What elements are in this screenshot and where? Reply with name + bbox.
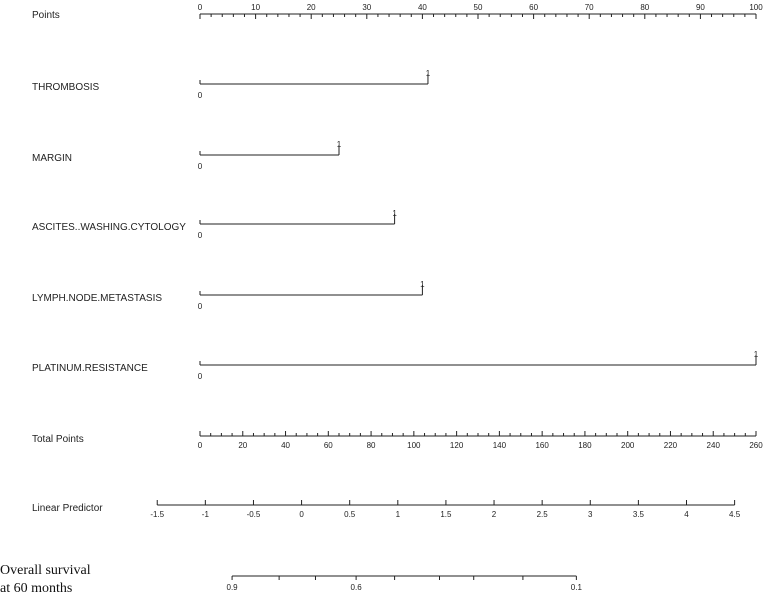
margin-level-label: 1 [337,140,342,149]
points-tick-label: 50 [474,3,483,12]
total-tick-label: 40 [281,441,290,450]
points-tick-label: 80 [640,3,649,12]
points-tick-label: 30 [362,3,371,12]
points-tick-label: 10 [251,3,260,12]
lp-tick-label: 1.5 [440,510,452,519]
lp-tick-label: 0.5 [344,510,356,519]
survival-label-line-0: Overall survival [0,563,91,578]
total-tick-label: 200 [621,441,635,450]
lp-tick-label: -1.5 [150,510,164,519]
thrombosis-level-label: 0 [198,91,203,100]
ascites-label: ASCITES..WASHING.CYTOLOGY [32,222,186,233]
lp-tick-label: -0.5 [247,510,261,519]
ascites-level-label: 0 [198,231,203,240]
lp-tick-label: 0 [299,510,304,519]
total-tick-label: 260 [749,441,763,450]
total-tick-label: 240 [707,441,721,450]
lp-tick-label: 3 [588,510,593,519]
points-tick-label: 100 [749,3,763,12]
total-tick-label: 0 [198,441,203,450]
thrombosis-label: THROMBOSIS [32,82,100,93]
platinum-label: PLATINUM.RESISTANCE [32,363,148,374]
platinum-level-label: 0 [198,372,203,381]
survival-tick-label: 0.9 [227,583,239,592]
margin-level-label: 0 [198,162,203,171]
total-tick-label: 20 [238,441,247,450]
lp-label: Linear Predictor [32,503,103,514]
total-tick-label: 80 [367,441,376,450]
lp-tick-label: 1 [396,510,401,519]
survival-tick-label: 0.6 [351,583,363,592]
ascites-level-label: 1 [392,209,397,218]
points-label: Points [32,10,60,21]
lymph-level-label: 0 [198,302,203,311]
total-tick-label: 220 [664,441,678,450]
lp-tick-label: 4 [684,510,689,519]
points-tick-label: 70 [585,3,594,12]
lymph-label: LYMPH.NODE.METASTASIS [32,293,162,304]
total-tick-label: 180 [578,441,592,450]
survival-tick-label: 0.1 [571,583,583,592]
total-tick-label: 100 [407,441,421,450]
platinum-level-label: 1 [754,350,759,359]
total-tick-label: 120 [450,441,464,450]
thrombosis-level-label: 1 [426,69,431,78]
total-tick-label: 160 [535,441,549,450]
survival-label-line-1: at 60 months [0,581,72,596]
lymph-level-label: 1 [420,280,425,289]
points-tick-label: 90 [696,3,705,12]
points-tick-label: 40 [418,3,427,12]
lp-tick-label: 3.5 [633,510,645,519]
lp-tick-label: 2 [492,510,497,519]
total-tick-label: 60 [324,441,333,450]
points-tick-label: 20 [307,3,316,12]
total-label: Total Points [32,434,84,445]
total-tick-label: 140 [493,441,507,450]
lp-tick-label: 2.5 [537,510,549,519]
margin-label: MARGIN [32,153,72,164]
lp-tick-label: -1 [202,510,210,519]
points-tick-label: 60 [529,3,538,12]
row-labels: Points THROMBOSIS MARGIN ASCITES..WASHING.C… [0,10,186,596]
points-tick-label: 0 [198,3,203,12]
lp-tick-label: 4.5 [729,510,741,519]
